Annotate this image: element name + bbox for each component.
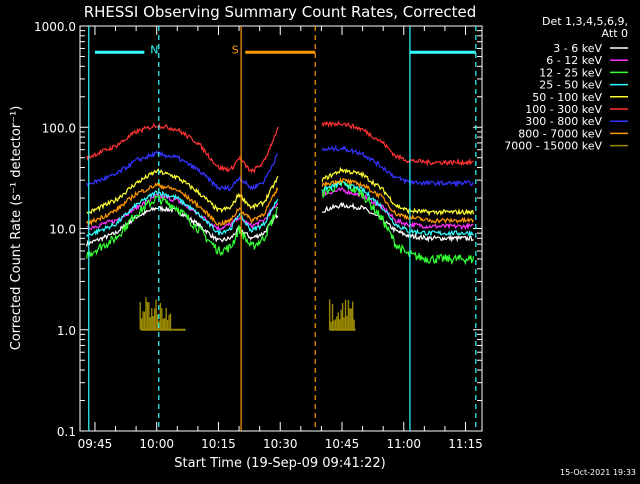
series-line-0 xyxy=(86,201,474,247)
legend-label: 6 - 12 keV xyxy=(546,54,602,67)
y-tick-label: 100.0 xyxy=(42,121,76,135)
x-tick-label: 11:15 xyxy=(448,437,483,451)
y-tick-label: 0.1 xyxy=(57,425,76,439)
legend-label: 300 - 800 keV xyxy=(525,115,602,128)
y-tick-label: 1.0 xyxy=(57,324,76,338)
plot-frame xyxy=(79,25,483,432)
annotation-label: N xyxy=(150,43,158,56)
x-tick-label: 10:15 xyxy=(201,437,236,451)
footer-date: 15-Oct-2021 19:33 xyxy=(560,468,636,477)
series-line-6 xyxy=(86,144,475,192)
x-tick-label: 10:00 xyxy=(139,437,174,451)
y-tick-label: 10.0 xyxy=(49,223,76,237)
x-axis-label: Start Time (19-Sep-09 09:41:22) xyxy=(174,456,385,471)
x-tick-label: 10:30 xyxy=(263,437,298,451)
x-tick-label: 09:45 xyxy=(78,437,113,451)
axes: 0.1 1.0 10.0 100.0 1000.0 09:45 10:00 10:15 10:3… xyxy=(34,20,483,451)
legend-label: 100 - 300 keV xyxy=(525,103,602,116)
series-line-4 xyxy=(86,166,475,217)
series-line-5 xyxy=(86,120,474,174)
x-tick-label: 11:00 xyxy=(386,437,421,451)
x-tick-label: 10:45 xyxy=(325,437,360,451)
legend-header-line-1: Det 1,3,4,5,6,9, xyxy=(542,15,628,28)
y-tick-label: 1000.0 xyxy=(34,20,76,34)
chart-title: RHESSI Observing Summary Count Rates, Co… xyxy=(84,3,477,21)
legend-label: 800 - 7000 keV xyxy=(518,127,602,140)
y-axis-label: Corrected Count Rate (s⁻¹ detector⁻¹) xyxy=(9,106,24,351)
series-line-2 xyxy=(86,180,475,266)
legend-label: 12 - 25 keV xyxy=(539,66,602,79)
legend-label: 7000 - 15000 keV xyxy=(504,140,602,153)
legend-label: 25 - 50 keV xyxy=(539,79,602,92)
series-layer xyxy=(86,120,475,331)
legend-label: 50 - 100 keV xyxy=(532,91,602,104)
legend-label: 3 - 6 keV xyxy=(553,42,602,55)
legend-header-line-2: Att 0 xyxy=(602,27,628,40)
series-line-7 xyxy=(86,176,474,227)
series-line-3 xyxy=(86,180,474,238)
annotation-label: S xyxy=(232,43,239,56)
